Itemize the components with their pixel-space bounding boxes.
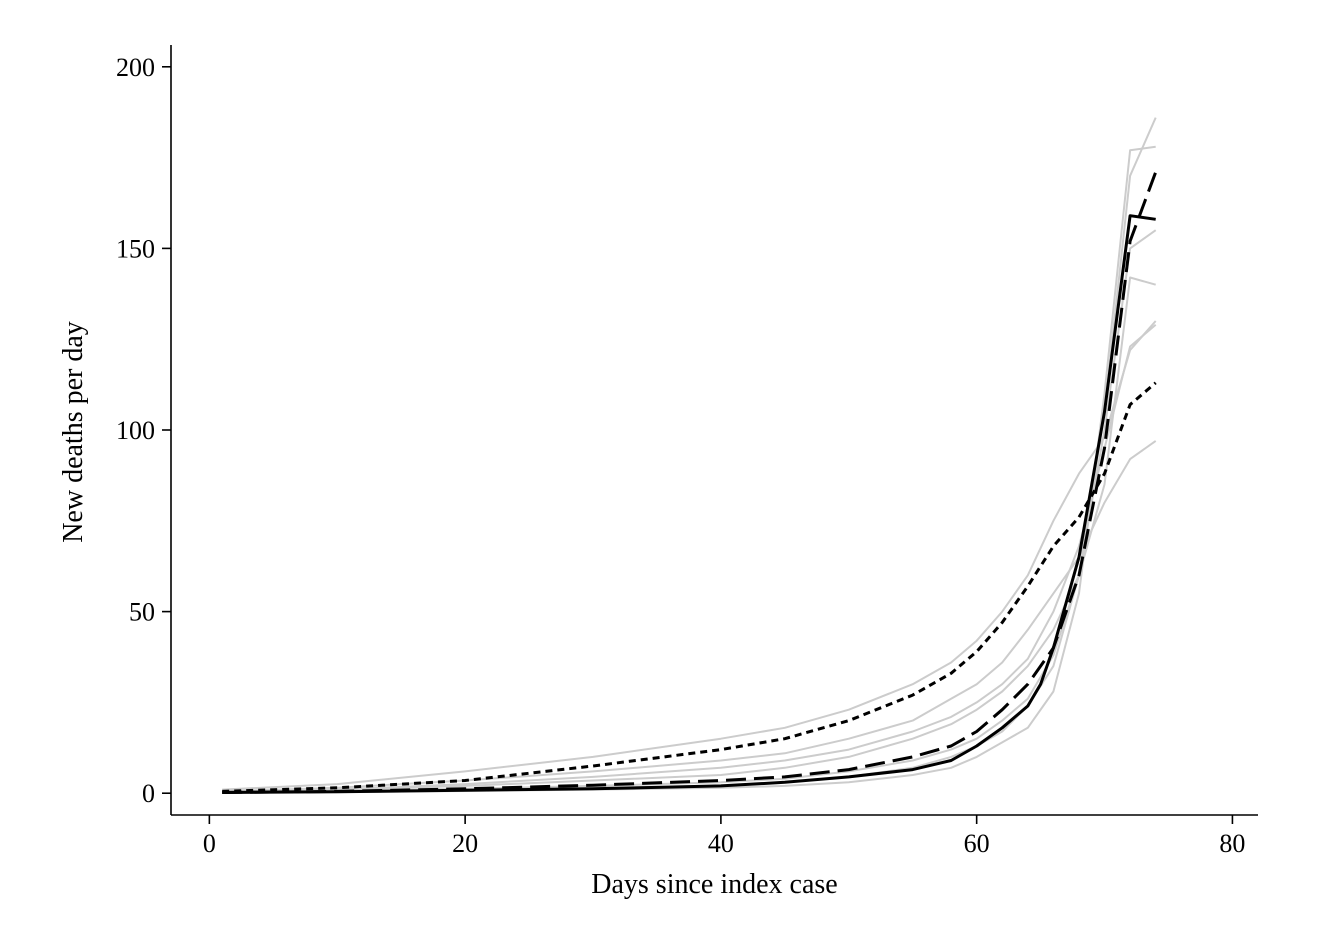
x-tick-label: 0 [203, 829, 216, 858]
simulation-line [222, 323, 1157, 793]
axes-group [170, 45, 1258, 816]
simulation-line [222, 440, 1157, 793]
series-line-solid [222, 214, 1156, 794]
y-tick-label: 200 [116, 53, 155, 82]
main-series-group [222, 171, 1158, 794]
simulation-line [222, 320, 1157, 791]
simulation-line [222, 276, 1156, 794]
x-axis-title: Days since index case [591, 869, 837, 900]
y-tick-label: 0 [142, 779, 155, 808]
x-tick-label: 20 [452, 829, 478, 858]
y-axis-title: New deaths per day [58, 321, 89, 543]
x-tick-label: 40 [708, 829, 734, 858]
x-tick-label: 60 [964, 829, 990, 858]
simulation-lines-group [222, 117, 1157, 794]
ticks-group: 0 20 40 60 80 0 50 100 150 200 [116, 53, 1245, 858]
y-tick-label: 150 [116, 234, 155, 263]
x-tick-label: 80 [1219, 829, 1245, 858]
y-tick-label: 50 [129, 598, 155, 627]
series-line-dashed [222, 171, 1158, 794]
series-line-dotted [222, 381, 1157, 793]
simulation-line [222, 229, 1157, 794]
y-tick-label: 100 [116, 416, 155, 445]
simulation-line [222, 117, 1157, 794]
